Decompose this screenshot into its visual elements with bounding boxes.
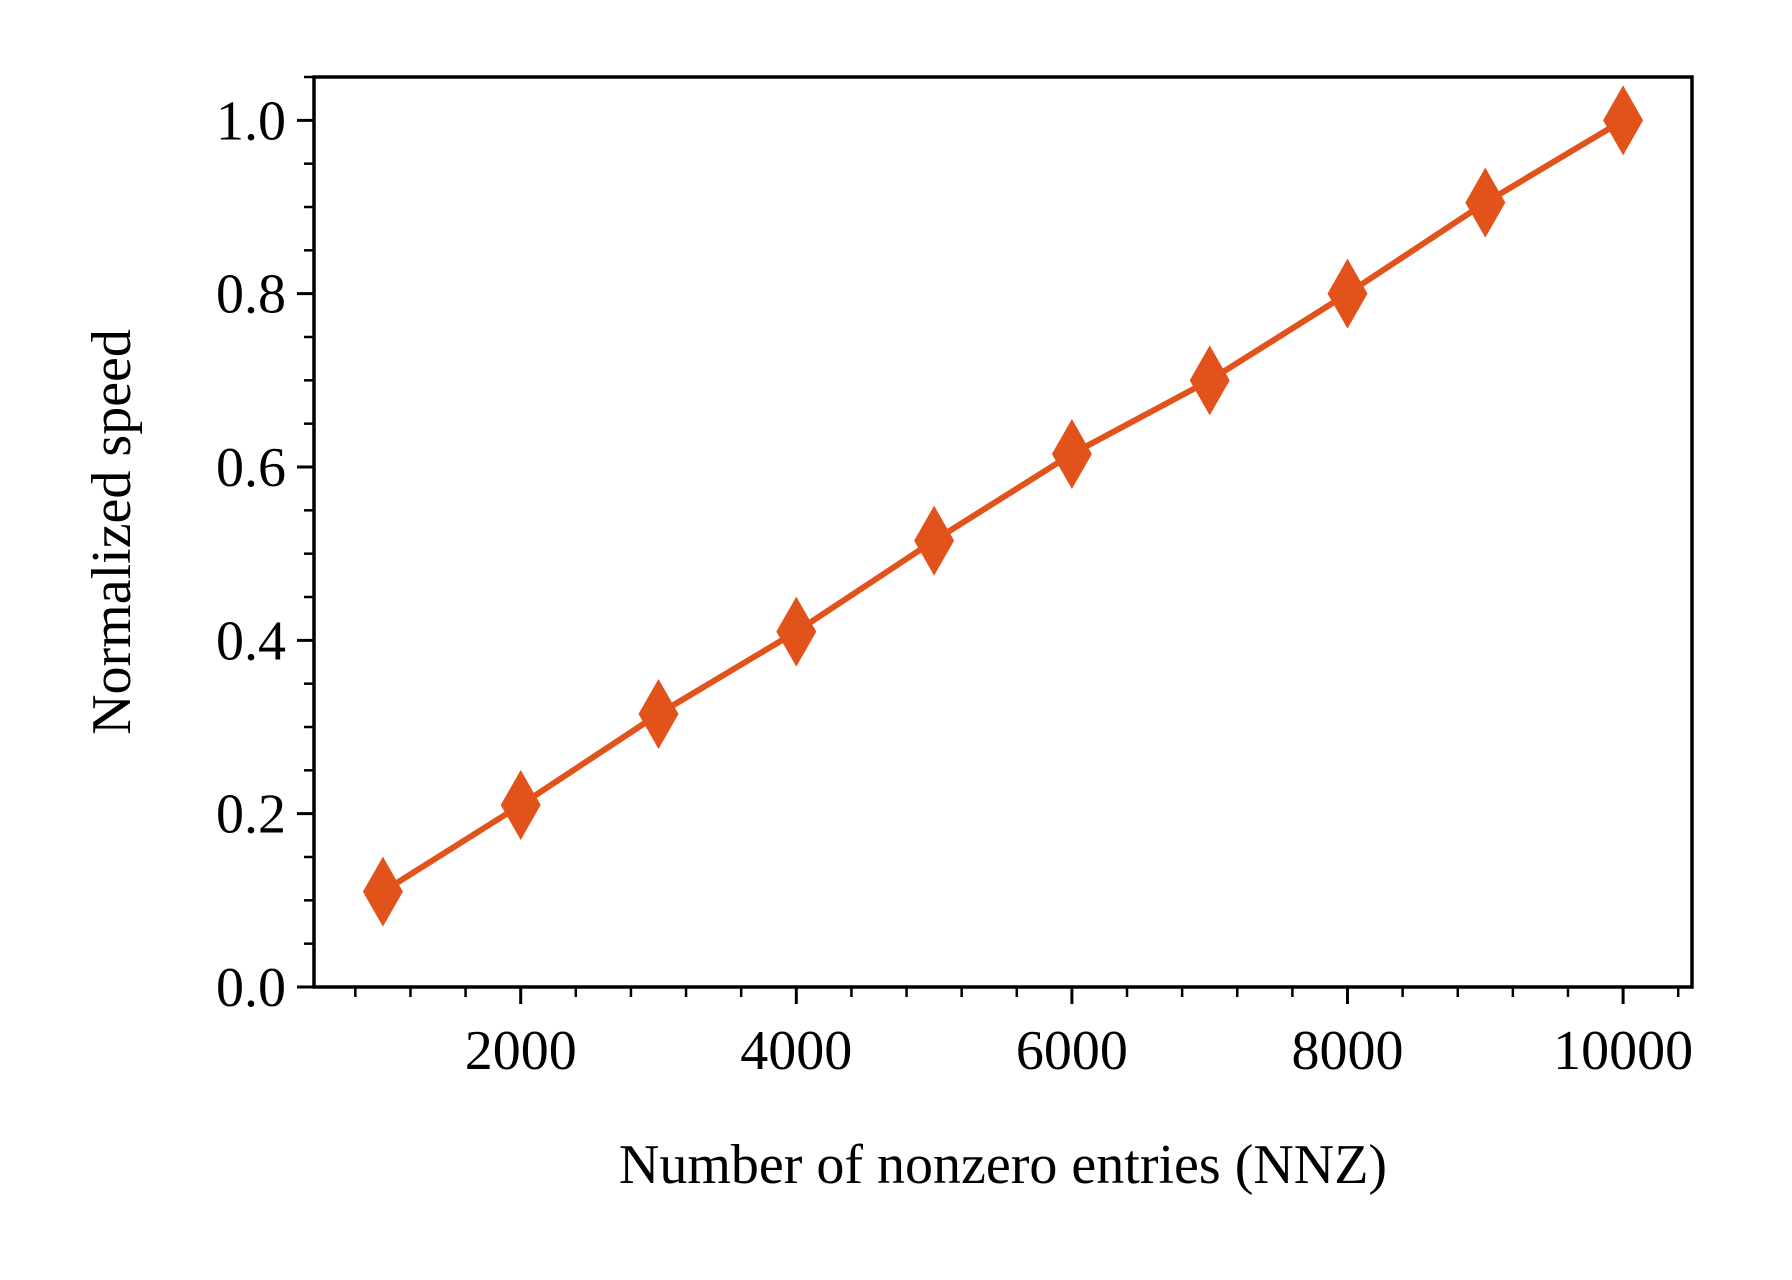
series-line [381,117,1625,895]
x-tick-label: 10000 [1553,1020,1693,1082]
x-tick-label: 8000 [1292,1020,1404,1082]
y-tick-label: 0.4 [216,610,286,672]
x-tick-label: 4000 [740,1020,852,1082]
x-tick-label: 6000 [1016,1020,1128,1082]
y-tick-label: 1.0 [216,90,286,152]
data-point-marker [914,505,955,576]
data-point-marker [638,679,679,749]
data-point-marker [1327,258,1368,329]
y-tick-label: 0.0 [216,957,286,1019]
x-tick-label: 2000 [465,1020,577,1082]
x-axis-title: Number of nonzero entries (NNZ) [619,1134,1387,1196]
ticks: 2000 4000 6000 8000 10000 0.0 0.2 0.4 0.6 0.8 1.0 [216,75,1693,1082]
y-axis-title: Normalized speed [81,329,143,735]
data-point-marker [1603,85,1644,156]
data-point-marker [776,596,817,667]
series-layer [362,85,1644,927]
data-point-marker [1189,345,1230,416]
data-point-marker [1465,167,1506,238]
data-point-marker [362,856,403,927]
data-point-marker [1051,419,1092,489]
plot-frame [312,75,1694,989]
y-tick-label: 0.6 [216,437,286,499]
y-tick-label: 0.2 [216,784,286,846]
y-tick-label: 0.8 [216,264,286,326]
data-point-marker [500,770,541,840]
